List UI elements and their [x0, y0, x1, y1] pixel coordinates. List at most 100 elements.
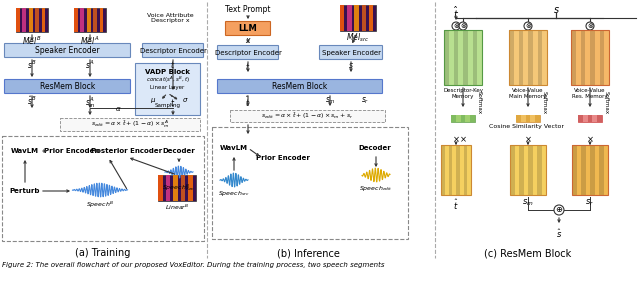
Bar [454, 30, 458, 85]
Bar [93, 8, 97, 32]
Bar [514, 30, 518, 85]
Text: $\hat{s}^B$: $\hat{s}^B$ [28, 95, 36, 107]
Bar [445, 145, 449, 195]
Text: Speaker Encoder: Speaker Encoder [35, 46, 100, 55]
Bar [173, 175, 178, 201]
Bar [580, 30, 585, 85]
Bar [468, 30, 472, 85]
Text: $\times$: $\times$ [459, 135, 467, 144]
Bar [181, 175, 186, 201]
Bar [600, 30, 604, 85]
Bar [355, 5, 358, 31]
Text: $s$: $s$ [552, 5, 559, 15]
Text: Softmax: Softmax [477, 91, 481, 115]
Bar [590, 145, 595, 195]
Bar [449, 30, 454, 85]
Text: ⊕: ⊕ [556, 205, 563, 214]
Text: $\hat{t}$: $\hat{t}$ [453, 5, 459, 21]
Bar [158, 175, 196, 201]
Bar [510, 145, 515, 195]
Text: WavLM: WavLM [220, 145, 248, 151]
Bar [519, 145, 524, 195]
Text: $t$: $t$ [245, 61, 251, 72]
Bar [456, 145, 460, 195]
Text: $\hat{t}$: $\hat{t}$ [453, 197, 459, 212]
Text: $s_r$: $s_r$ [586, 197, 595, 207]
Text: Descriptor-Key
Memory: Descriptor-Key Memory [443, 88, 483, 99]
Text: Posterior Encoder: Posterior Encoder [92, 148, 163, 154]
Circle shape [524, 22, 532, 30]
Text: $\hat{s}$: $\hat{s}$ [556, 227, 562, 239]
Bar [369, 5, 373, 31]
Bar [87, 8, 91, 32]
Text: Prior Encoder: Prior Encoder [44, 148, 98, 154]
Bar [42, 8, 45, 32]
FancyBboxPatch shape [10, 144, 40, 157]
Bar [29, 8, 33, 32]
FancyBboxPatch shape [319, 46, 383, 60]
Text: Descriptor Encoder: Descriptor Encoder [140, 47, 207, 53]
Bar [460, 145, 463, 195]
Bar [22, 8, 26, 32]
Bar [538, 30, 542, 85]
Bar [532, 145, 537, 195]
Bar [100, 8, 104, 32]
Text: Linear Layer: Linear Layer [150, 85, 184, 90]
Text: ResMem Block: ResMem Block [40, 82, 95, 91]
Bar [461, 115, 465, 122]
Bar [467, 145, 471, 195]
Bar [604, 30, 609, 85]
FancyBboxPatch shape [49, 144, 93, 157]
Text: ⊗: ⊗ [525, 23, 531, 29]
Bar [472, 30, 477, 85]
Bar [586, 145, 590, 195]
Text: $Mel_{src}$: $Mel_{src}$ [346, 32, 370, 44]
Bar [81, 8, 84, 32]
FancyBboxPatch shape [218, 80, 383, 94]
Bar [158, 175, 163, 201]
Text: $\hat{t}$: $\hat{t}$ [245, 95, 251, 110]
Text: $s_m$: $s_m$ [324, 95, 335, 105]
Bar [528, 30, 532, 85]
Bar [571, 30, 576, 85]
Bar [340, 5, 344, 31]
Text: Figure 2: The overall flowchart of our proposed VoxEditor. During the training p: Figure 2: The overall flowchart of our p… [2, 262, 385, 268]
Bar [452, 145, 456, 195]
Bar [571, 30, 609, 85]
Bar [531, 115, 535, 122]
Bar [578, 115, 583, 122]
Bar [60, 118, 200, 131]
Bar [583, 115, 588, 122]
Text: Descriptor Encoder: Descriptor Encoder [214, 49, 282, 56]
Text: Voice-Value
Res. Memory: Voice-Value Res. Memory [572, 88, 608, 99]
Bar [16, 8, 48, 32]
Bar [585, 30, 590, 85]
Bar [542, 30, 547, 85]
Text: $Linear^B$: $Linear^B$ [164, 203, 189, 212]
Bar [532, 30, 538, 85]
Bar [590, 30, 595, 85]
Text: LLM: LLM [239, 24, 257, 33]
Text: Softmax: Softmax [604, 91, 609, 115]
FancyBboxPatch shape [143, 101, 193, 112]
Text: Cosine Similarity Vector: Cosine Similarity Vector [489, 124, 564, 129]
Text: (b) Inference: (b) Inference [276, 248, 339, 258]
Bar [521, 115, 525, 122]
Bar [537, 145, 541, 195]
Bar [362, 5, 366, 31]
Text: Softmax: Softmax [541, 91, 547, 115]
Bar [578, 115, 602, 122]
Bar [35, 8, 39, 32]
Bar [524, 30, 528, 85]
Bar [444, 30, 449, 85]
FancyBboxPatch shape [4, 80, 131, 94]
Bar [2, 136, 204, 241]
Text: $Mel^B$: $Mel^B$ [22, 35, 42, 47]
Text: $s_r$: $s_r$ [361, 95, 369, 105]
Circle shape [586, 22, 594, 30]
Bar [444, 30, 482, 85]
Bar [510, 145, 546, 195]
FancyBboxPatch shape [102, 144, 152, 157]
Bar [441, 145, 471, 195]
Text: $\mu$: $\mu$ [150, 96, 156, 105]
